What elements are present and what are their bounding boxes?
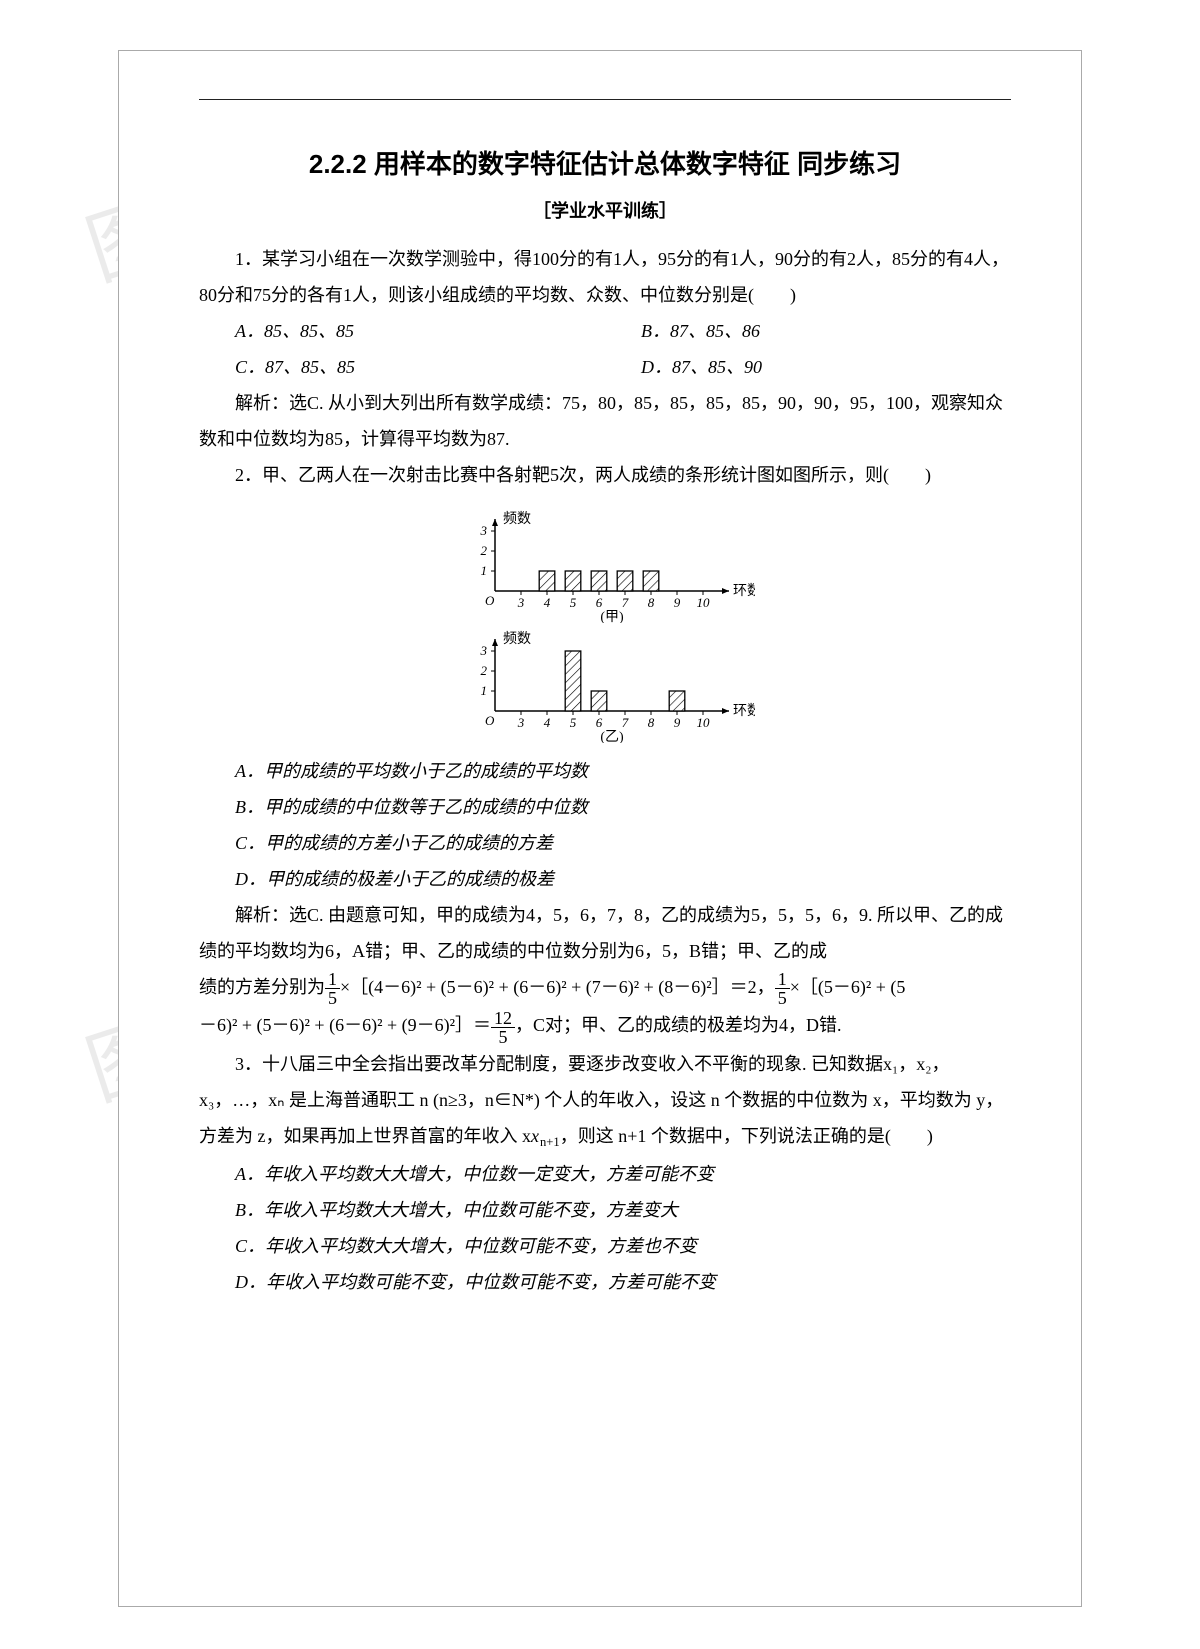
q3-stem-post: ，则这 n+1 个数据中，下列说法正确的是( )	[560, 1126, 933, 1146]
q2-answer-line1: 解析：选C. 由题意可知，甲的成绩为4，5，6，7，8，乙的成绩为5，5，5，6…	[199, 897, 1011, 969]
q2-opt-b-text: B．甲的成绩的中位数等于乙的成绩的中位数	[235, 797, 588, 817]
q3-opt-c: C．年收入平均数大大增大，中位数可能不变，方差也不变	[199, 1228, 1011, 1264]
frac-num: 1	[325, 970, 340, 989]
q3-opt-a-text: A．年收入平均数大大增大，中位数一定变大，方差可能不变	[235, 1164, 714, 1184]
svg-text:4: 4	[544, 715, 551, 730]
q2-stem: 2．甲、乙两人在一次射击比赛中各射靶5次，两人成绩的条形统计图如图所示，则( )	[199, 457, 1011, 493]
page-subtitle: ［学业水平训练］	[199, 197, 1011, 223]
fraction-1-5-b: 15	[775, 970, 790, 1007]
svg-text:5: 5	[570, 595, 577, 610]
q2-ans-mid2: ×［(4－6)² + (5－6)² + (6－6)² + (7－6)² + (8…	[340, 977, 775, 997]
svg-text:1: 1	[481, 683, 488, 698]
q3-opt-b-text: B．年收入平均数大大增大，中位数可能不变，方差变大	[235, 1200, 678, 1220]
q2-charts: 123345678910O频数环数(甲) 123345678910O频数环数(乙…	[435, 503, 775, 743]
svg-text:9: 9	[674, 715, 681, 730]
q2-opt-a-text: A．甲的成绩的平均数小于乙的成绩的平均数	[235, 761, 588, 781]
frac-den: 5	[325, 989, 340, 1007]
q1-answer: 解析：选C. 从小到大列出所有数学成绩：75，80，85，85，85，85，90…	[199, 385, 1011, 457]
q2-ans-mid1: 绩的方差分别为	[199, 977, 325, 997]
q1-stem: 1．某学习小组在一次数学测验中，得100分的有1人，95分的有1人，90分的有2…	[199, 241, 1011, 313]
frac-num: 1	[775, 970, 790, 989]
svg-text:8: 8	[648, 715, 655, 730]
q2-options: A．甲的成绩的平均数小于乙的成绩的平均数 B．甲的成绩的中位数等于乙的成绩的中位…	[199, 753, 1011, 897]
top-rule	[199, 99, 1011, 100]
svg-text:O: O	[485, 713, 495, 728]
q1-options: A．85、85、85 B．87、85、86 C．87、85、85 D．87、85…	[199, 313, 1011, 385]
svg-text:7: 7	[622, 715, 629, 730]
page-title: 2.2.2 用样本的数字特征估计总体数字特征 同步练习	[199, 144, 1011, 181]
svg-text:6: 6	[596, 715, 603, 730]
svg-text:频数: 频数	[503, 631, 531, 647]
q2-opt-c: C．甲的成绩的方差小于乙的成绩的方差	[199, 825, 1011, 861]
svg-text:环数: 环数	[733, 703, 755, 719]
document-page: 2.2.2 用样本的数字特征估计总体数字特征 同步练习 ［学业水平训练］ 1．某…	[118, 50, 1082, 1607]
q2-opt-b: B．甲的成绩的中位数等于乙的成绩的中位数	[199, 789, 1011, 825]
q1-opt-c: C．87、85、85	[199, 349, 605, 385]
q2-answer-line2: 绩的方差分别为15×［(4－6)² + (5－6)² + (6－6)² + (7…	[199, 969, 1011, 1007]
svg-text:6: 6	[596, 595, 603, 610]
q1-opt-a: A．85、85、85	[199, 313, 605, 349]
q2-opt-c-text: C．甲的成绩的方差小于乙的成绩的方差	[235, 833, 553, 853]
svg-text:2: 2	[481, 543, 488, 558]
frac-num: 12	[491, 1009, 515, 1028]
fraction-12-5: 125	[491, 1009, 515, 1046]
svg-text:3: 3	[480, 523, 488, 538]
chart-jia: 1 2 3 3 4 5 6 7 8 9 10 O 频数环数 (甲)	[435, 503, 775, 623]
svg-text:环数: 环数	[733, 583, 755, 599]
svg-text:8: 8	[648, 595, 655, 610]
q3-opt-c-text: C．年收入平均数大大增大，中位数可能不变，方差也不变	[235, 1236, 697, 1256]
q3-opt-b: B．年收入平均数大大增大，中位数可能不变，方差变大	[199, 1192, 1011, 1228]
q1-opt-b: B．87、85、86	[605, 313, 1011, 349]
q3-sub: n+1	[540, 1135, 560, 1149]
svg-text:1: 1	[481, 563, 488, 578]
q3-opt-d-text: D．年收入平均数可能不变，中位数可能不变，方差可能不变	[235, 1272, 716, 1292]
svg-text:(乙): (乙)	[600, 729, 624, 743]
svg-text:(甲): (甲)	[600, 610, 624, 623]
fraction-1-5-a: 15	[325, 970, 340, 1007]
frac-den: 5	[491, 1028, 515, 1046]
svg-text:3: 3	[517, 595, 525, 610]
q3-opt-d: D．年收入平均数可能不变，中位数可能不变，方差可能不变	[199, 1264, 1011, 1300]
q3-opt-a: A．年收入平均数大大增大，中位数一定变大，方差可能不变	[199, 1156, 1011, 1192]
q2-ans-end2: ，C对；甲、乙的成绩的极差均为4，D错.	[515, 1015, 842, 1035]
svg-text:2: 2	[481, 663, 488, 678]
svg-text:7: 7	[622, 595, 629, 610]
svg-text:3: 3	[480, 643, 488, 658]
svg-text:10: 10	[697, 715, 711, 730]
chart-yi: 1 2 3 3 4 5 6 7 8 9 10 O 频数环数 (乙)	[435, 623, 775, 743]
frac-den: 5	[775, 989, 790, 1007]
q2-opt-d-text: D．甲的成绩的极差小于乙的成绩的极差	[235, 869, 554, 889]
svg-text:频数: 频数	[503, 511, 531, 527]
svg-text:4: 4	[544, 595, 551, 610]
svg-text:9: 9	[674, 595, 681, 610]
q2-ans-mid3: ×［(5－6)² + (5	[790, 977, 906, 997]
q3-options: A．年收入平均数大大增大，中位数一定变大，方差可能不变 B．年收入平均数大大增大…	[199, 1156, 1011, 1300]
q2-opt-d: D．甲的成绩的极差小于乙的成绩的极差	[199, 861, 1011, 897]
svg-text:5: 5	[570, 715, 577, 730]
q2-opt-a: A．甲的成绩的平均数小于乙的成绩的平均数	[199, 753, 1011, 789]
svg-text:O: O	[485, 593, 495, 608]
svg-text:3: 3	[517, 715, 525, 730]
q3-stem: 3．十八届三中全会指出要改革分配制度，要逐步改变收入不平衡的现象. 已知数据x₁…	[199, 1046, 1011, 1156]
q2-answer-line3: －6)² + (5－6)² + (6－6)² + (9－6)²］＝125，C对；…	[199, 1007, 1011, 1045]
q2-ans-end1: －6)² + (5－6)² + (6－6)² + (9－6)²］＝	[199, 1015, 491, 1035]
svg-text:10: 10	[697, 595, 711, 610]
q1-opt-d: D．87、85、90	[605, 349, 1011, 385]
